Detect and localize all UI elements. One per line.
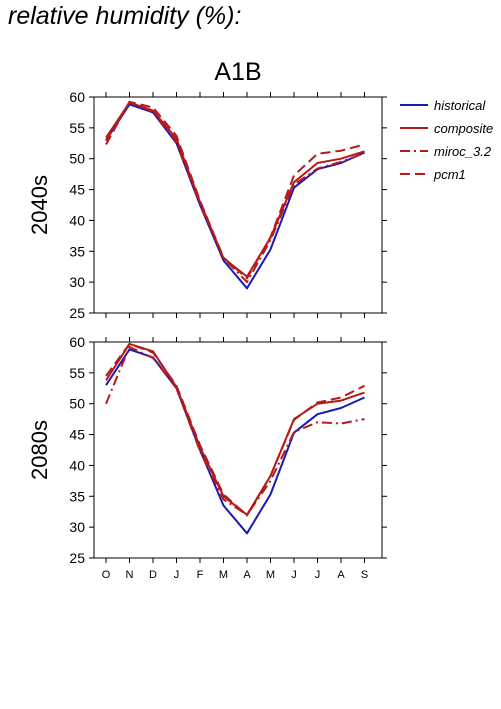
y-tick-label: 45 <box>69 427 85 443</box>
panel-2040s: 25 30 35 40 45 50 55 60 2040s <box>27 89 387 321</box>
y-tick-label: 45 <box>69 182 85 198</box>
chart-title: A1B <box>214 58 261 86</box>
y-tick-label: 30 <box>69 519 85 535</box>
y-tick-label: 30 <box>69 274 85 290</box>
plot-frame <box>93 96 383 314</box>
legend-label: pcm1 <box>433 167 466 182</box>
x-tick-label: F <box>197 569 204 581</box>
x-tick-label: A <box>243 569 251 581</box>
x-tick-label: J <box>174 569 180 581</box>
series-line-miroc_3.2 <box>105 100 365 284</box>
x-tick-label: M <box>219 569 228 581</box>
y-tick-label: 35 <box>69 243 85 259</box>
panel-label: 2040s <box>27 175 52 235</box>
legend-label: historical <box>434 98 486 113</box>
series-line-pcm1 <box>105 100 365 280</box>
y-tick-label: 40 <box>69 457 85 473</box>
x-tick-label: O <box>102 569 111 581</box>
y-tick-label: 35 <box>69 488 85 504</box>
x-tick-label: N <box>126 569 134 581</box>
x-tick-label: M <box>266 569 275 581</box>
x-tick-label: J <box>315 569 321 581</box>
y-tick-label: 50 <box>69 396 85 412</box>
y-tick-label: 50 <box>69 151 85 167</box>
series-line-composite <box>105 101 365 278</box>
x-tick-label: A <box>337 569 345 581</box>
page-title: relative humidity (%): <box>8 2 242 30</box>
panel-label: 2080s <box>27 420 52 480</box>
x-tick-label: J <box>291 569 297 581</box>
y-tick-label: 25 <box>69 550 85 566</box>
y-tick-label: 40 <box>69 212 85 228</box>
y-tick-label: 55 <box>69 120 85 136</box>
y-tick-label: 60 <box>69 334 85 350</box>
series-line-composite <box>105 342 365 516</box>
legend-label: miroc_3.2 <box>434 144 492 159</box>
x-tick-label: D <box>149 569 157 581</box>
series-line-miroc_3.2 <box>105 345 365 516</box>
plot-frame <box>93 341 383 559</box>
chart-legend: historical composite miroc_3.2 pcm1 <box>400 98 493 182</box>
series-line-historical <box>105 103 365 290</box>
y-tick-label: 25 <box>69 305 85 321</box>
panel-2080s: 25 30 35 40 45 50 55 60 O N D J F M A M J J A S 2080s <box>27 334 387 581</box>
y-tick-label: 60 <box>69 89 85 105</box>
y-tick-label: 55 <box>69 365 85 381</box>
series-line-pcm1 <box>105 342 365 517</box>
x-tick-label: S <box>361 569 368 581</box>
chart-panels: 25 30 35 40 45 50 55 60 2040s 25 30 35 40 45 50 55 60 O N D… <box>27 89 387 581</box>
legend-label: composite <box>434 121 493 136</box>
